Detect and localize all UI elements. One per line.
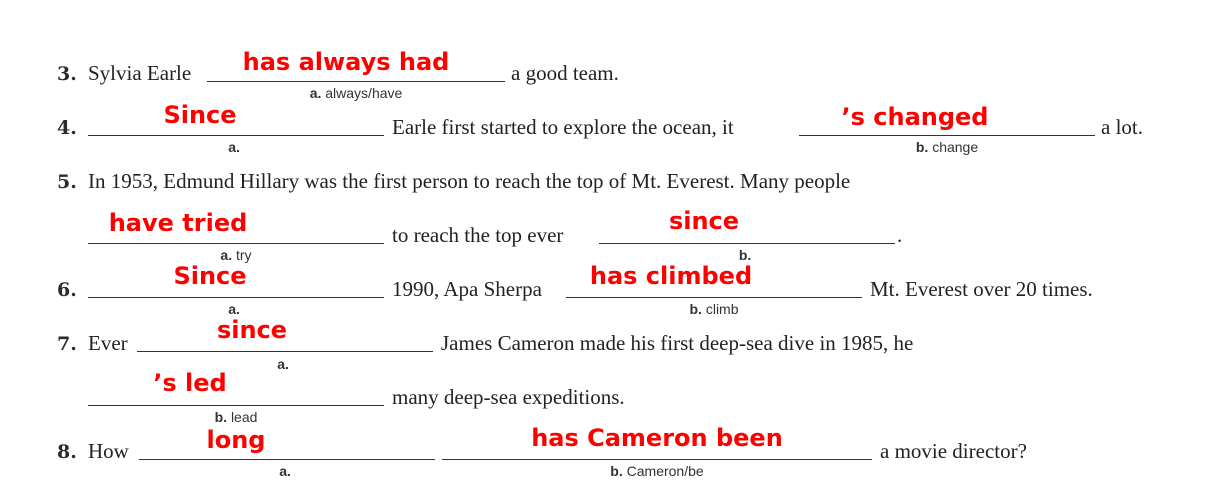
answer-blank-a[interactable] bbox=[139, 459, 435, 460]
handwritten-answer: since bbox=[216, 316, 288, 344]
answer-blank-a[interactable] bbox=[88, 135, 384, 136]
item-number: 7. bbox=[57, 333, 77, 355]
item-text: Sylvia Earle bbox=[88, 61, 192, 85]
blank-hint: a. try bbox=[220, 247, 252, 263]
answer-blank-b[interactable] bbox=[599, 243, 895, 244]
handwritten-answer: since bbox=[668, 207, 740, 235]
item-text: . bbox=[897, 223, 903, 247]
blank-hint: b. Cameron/be bbox=[610, 463, 704, 479]
item-number: 3. bbox=[57, 63, 77, 85]
item-text: Earle first started to explore the ocean… bbox=[392, 115, 734, 139]
handwritten-answer: ’s led bbox=[153, 369, 227, 397]
answer-blank-b[interactable] bbox=[799, 135, 1095, 136]
answer-blank-b[interactable] bbox=[88, 405, 384, 406]
handwritten-answer: Since bbox=[163, 101, 237, 129]
handwritten-answer: Since bbox=[173, 262, 247, 290]
item-text: many deep-sea expeditions. bbox=[392, 385, 625, 409]
item-text: Mt. Everest over 20 times. bbox=[870, 277, 1093, 301]
blank-hint: a. bbox=[228, 301, 240, 317]
handwritten-answer: have tried bbox=[108, 209, 248, 237]
blank-hint: a. bbox=[279, 463, 291, 479]
blank-hint: b. lead bbox=[214, 409, 258, 425]
item-number: 4. bbox=[57, 117, 77, 139]
item-text: a movie director? bbox=[880, 439, 1027, 463]
item-number: 6. bbox=[57, 279, 77, 301]
item-text: James Cameron made his first deep-sea di… bbox=[441, 331, 914, 355]
answer-blank-b[interactable] bbox=[566, 297, 862, 298]
item-text: to reach the top ever bbox=[392, 223, 564, 247]
item-text: a lot. bbox=[1101, 115, 1143, 139]
handwritten-answer: long bbox=[206, 426, 266, 454]
blank-hint: b. climb bbox=[689, 301, 739, 317]
answer-blank-a[interactable] bbox=[137, 351, 433, 352]
blank-hint: a. bbox=[277, 356, 289, 372]
item-text: How bbox=[88, 439, 129, 463]
item-text: In 1953, Edmund Hillary was the first pe… bbox=[88, 169, 851, 193]
handwritten-answer: has climbed bbox=[589, 262, 753, 290]
handwritten-answer: ’s changed bbox=[841, 103, 989, 131]
item-text: Ever bbox=[88, 331, 128, 355]
item-number: 5. bbox=[57, 171, 77, 193]
blank-hint: a. bbox=[228, 139, 240, 155]
handwritten-answer: has always had bbox=[242, 48, 450, 76]
item-text: a good team. bbox=[511, 61, 619, 85]
item-number: 8. bbox=[57, 441, 77, 463]
blank-hint: b. change bbox=[915, 139, 979, 155]
answer-blank-b[interactable] bbox=[442, 459, 872, 460]
answer-blank-a[interactable] bbox=[88, 297, 384, 298]
answer-blank-a[interactable] bbox=[88, 243, 384, 244]
blank-hint: a. always/have bbox=[309, 85, 403, 101]
blank-hint: b. bbox=[738, 247, 752, 263]
item-text: 1990, Apa Sherpa bbox=[392, 277, 542, 301]
answer-blank-a[interactable] bbox=[207, 81, 505, 82]
handwritten-answer: has Cameron been bbox=[531, 424, 783, 452]
